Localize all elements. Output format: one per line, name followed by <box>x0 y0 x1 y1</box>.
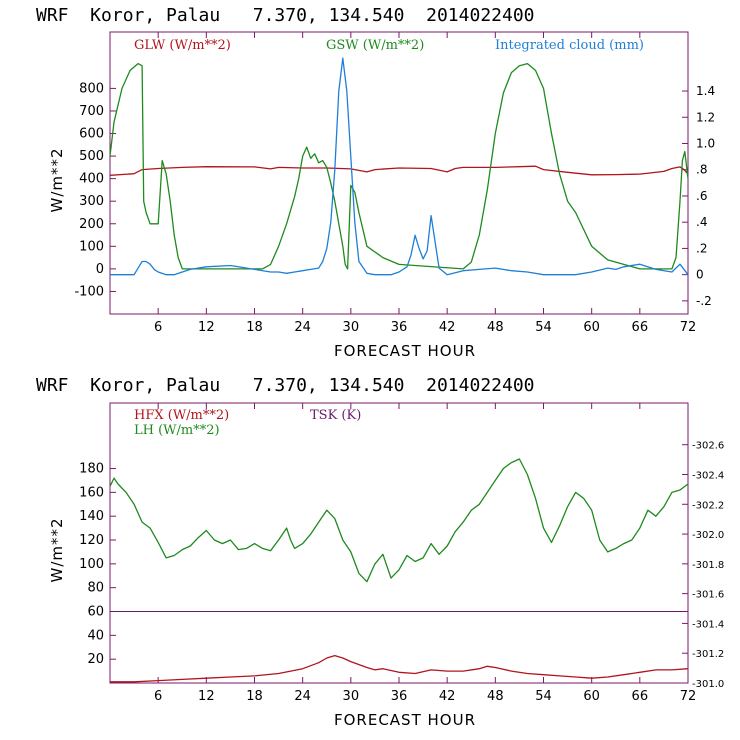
x-tick-label: 6 <box>154 689 162 704</box>
y2-tick-label: 1.4 <box>696 84 715 98</box>
x-tick-label: 60 <box>583 689 600 704</box>
x-tick-label: 12 <box>198 320 215 335</box>
x-tick-label: 66 <box>632 689 649 704</box>
y-tick-label: 140 <box>79 509 104 524</box>
y2-tick-label: -301.8 <box>692 560 724 571</box>
legend-glw: GLW (W/m**2) <box>134 38 231 53</box>
y-tick-label: 800 <box>79 81 104 96</box>
y2-tick-label: -301.4 <box>692 619 724 630</box>
y-tick-label: 80 <box>87 581 104 596</box>
series-line-2 <box>109 458 689 583</box>
y-tick-label: 200 <box>79 217 104 232</box>
bottom-x-axis-label: FORECAST HOUR <box>334 711 476 729</box>
x-tick-label: 18 <box>246 689 263 704</box>
top-y-axis-label: W/m**2 <box>48 147 66 212</box>
y-tick-label: 0 <box>96 262 104 277</box>
x-tick-label: 54 <box>535 689 552 704</box>
bottom-chart-title: WRF Koror, Palau 7.370, 134.540 20140224… <box>36 375 535 396</box>
top-left-axis: -100 0 100 200 300 400 500 600 700 800 <box>74 81 116 299</box>
y2-tick-label: 1.0 <box>696 136 715 150</box>
top-x-axis-label: FORECAST HOUR <box>334 342 476 360</box>
x-tick-label: 60 <box>583 320 600 335</box>
bottom-left-axis: 20 40 60 80 100 120 140 160 180 <box>79 462 116 667</box>
x-tick-label: 48 <box>487 689 504 704</box>
y2-tick-label: .4 <box>696 215 707 229</box>
series-line-1 <box>109 165 689 176</box>
y2-tick-label: -302.0 <box>692 530 724 541</box>
y-tick-label: 600 <box>79 127 104 142</box>
series-line-2 <box>109 62 689 270</box>
x-tick-label: 48 <box>487 320 504 335</box>
legend-gsw: GSW (W/m**2) <box>326 38 424 53</box>
bottom-series-group <box>109 458 689 683</box>
x-tick-label: 24 <box>294 689 311 704</box>
series-line-1 <box>110 654 689 683</box>
legend-hfx: HFX (W/m**2) <box>134 408 229 423</box>
x-tick-label: 72 <box>680 689 697 704</box>
x-tick-label: 6 <box>154 320 162 335</box>
top-right-axis: -.2 0 .2 .4 .6 .8 1.0 1.2 1.4 <box>682 84 715 308</box>
x-tick-label: 24 <box>294 320 311 335</box>
y2-tick-label: -301.2 <box>692 649 724 660</box>
y-tick-label: 20 <box>87 652 104 667</box>
x-tick-label: 54 <box>535 320 552 335</box>
top-chart-title: WRF Koror, Palau 7.370, 134.540 20140224… <box>36 5 535 26</box>
x-tick-label: 72 <box>680 320 697 335</box>
y-tick-label: 400 <box>79 172 104 187</box>
x-tick-label: 30 <box>343 320 360 335</box>
y-tick-label: 500 <box>79 149 104 164</box>
x-tick-label: 66 <box>632 320 649 335</box>
y2-tick-label: -301.6 <box>692 590 724 601</box>
y2-tick-label: -301.0 <box>692 679 724 690</box>
y-tick-label: 300 <box>79 194 104 209</box>
y-tick-label: 700 <box>79 104 104 119</box>
y-tick-label: 100 <box>79 239 104 254</box>
legend-integrated-cloud: Integrated cloud (mm) <box>495 38 644 53</box>
x-tick-label: 12 <box>198 689 215 704</box>
x-tick-label: 18 <box>246 320 263 335</box>
series-line-3 <box>110 57 689 276</box>
bottom-y-axis-label: W/m**2 <box>48 517 66 582</box>
x-tick-label: 42 <box>439 320 456 335</box>
x-tick-label: 36 <box>391 689 408 704</box>
top-series-group <box>109 57 689 276</box>
bottom-chart-panel: WRF Koror, Palau 7.370, 134.540 20140224… <box>36 375 724 729</box>
y2-tick-label: 0 <box>696 268 704 282</box>
bottom-right-axis: -301.0 -301.2 -301.4 -301.6 -301.8 -302.0 -302… <box>682 441 724 690</box>
y-tick-label: 160 <box>79 485 104 500</box>
y2-tick-label: .2 <box>696 241 707 255</box>
y2-tick-label: -302.2 <box>692 500 724 511</box>
legend-lh: LH (W/m**2) <box>134 423 220 438</box>
y2-tick-label: .8 <box>696 163 707 177</box>
y-tick-label: 100 <box>79 557 104 572</box>
y-tick-label: 180 <box>79 462 104 477</box>
y2-tick-label: -.2 <box>696 294 712 308</box>
y-tick-label: 60 <box>87 605 104 620</box>
y2-tick-label: 1.2 <box>696 110 715 124</box>
top-chart-panel: WRF Koror, Palau 7.370, 134.540 20140224… <box>36 5 715 360</box>
x-tick-label: 30 <box>343 689 360 704</box>
y2-tick-label: .6 <box>696 189 707 203</box>
legend-tsk: TSK (K) <box>310 408 361 423</box>
bottom-x-axis: 6 12 18 24 30 36 42 48 54 60 66 72 <box>154 403 696 704</box>
y-tick-label: 40 <box>87 628 104 643</box>
top-x-axis: 6 12 18 24 30 36 42 48 54 60 66 72 <box>154 32 696 335</box>
x-tick-label: 42 <box>439 689 456 704</box>
y-tick-label: -100 <box>74 284 104 299</box>
y2-tick-label: -302.4 <box>692 470 724 481</box>
y-tick-label: 120 <box>79 533 104 548</box>
x-tick-label: 36 <box>391 320 408 335</box>
y2-tick-label: -302.6 <box>692 441 724 452</box>
